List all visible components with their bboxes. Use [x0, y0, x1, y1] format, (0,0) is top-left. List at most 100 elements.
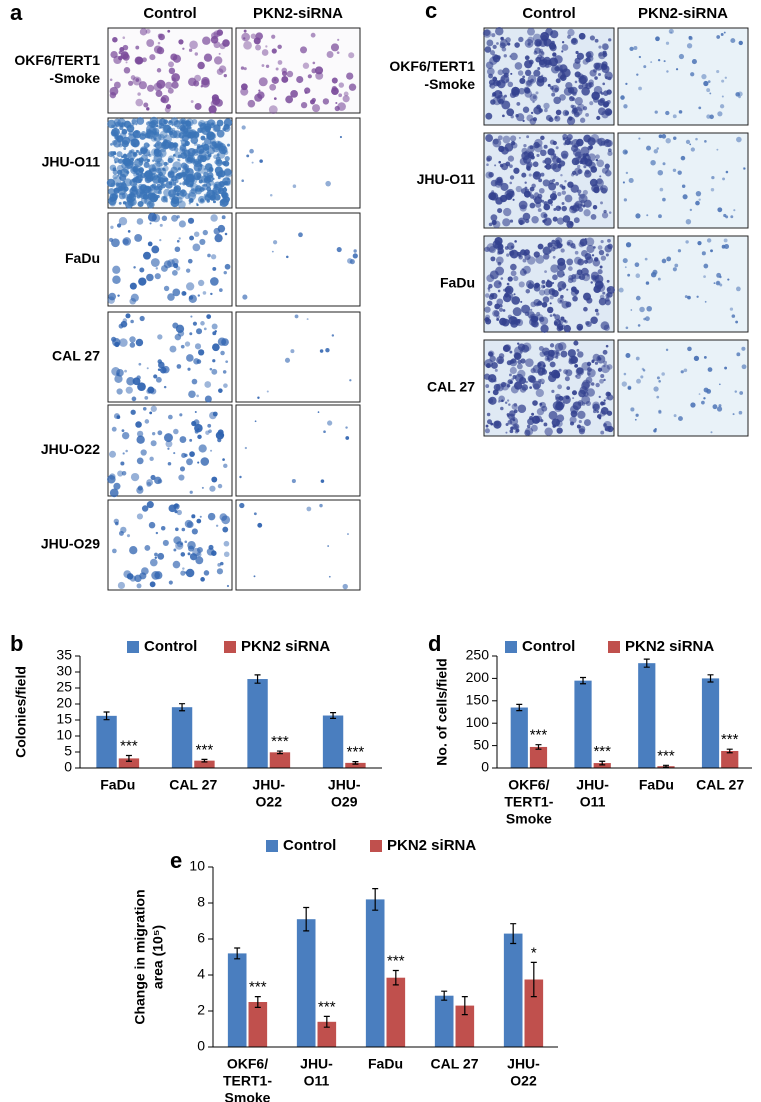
cell [125, 386, 133, 394]
cell [554, 242, 558, 247]
cell [190, 315, 193, 318]
cell [347, 533, 349, 535]
cell [658, 134, 663, 139]
cell [525, 288, 531, 294]
cell [223, 270, 227, 275]
cell [573, 142, 579, 149]
bar [171, 707, 193, 768]
cell [569, 205, 575, 210]
cell [213, 30, 221, 38]
y-axis-label: area (10⁵) [150, 925, 166, 989]
cell [176, 364, 182, 369]
cell [550, 30, 559, 39]
cell [516, 363, 523, 370]
cell [223, 118, 233, 127]
y-tick-label: 5 [64, 743, 72, 759]
cell [185, 268, 191, 273]
cell [537, 243, 544, 250]
cell [150, 440, 157, 447]
cell [155, 376, 162, 383]
cell [606, 364, 613, 370]
error-bar [516, 703, 523, 712]
cell [168, 580, 173, 585]
bar [503, 933, 523, 1047]
cell [242, 294, 248, 300]
cell [544, 270, 547, 274]
cell [500, 36, 505, 41]
cell [182, 47, 185, 50]
cell [146, 39, 155, 47]
cell [575, 373, 581, 379]
x-tick-label: O22 [510, 1073, 537, 1089]
cell [734, 390, 738, 393]
cell [523, 251, 528, 257]
cell [532, 171, 542, 180]
cell [573, 217, 580, 224]
cell [113, 413, 120, 420]
cell [210, 254, 217, 260]
cell [209, 367, 213, 371]
cell [173, 548, 177, 552]
micrograph [617, 132, 749, 229]
cell [502, 309, 506, 312]
cell [339, 135, 343, 139]
cell [604, 244, 613, 253]
cell [136, 513, 144, 520]
x-tick-label: FaDu [100, 777, 135, 793]
cell [566, 239, 574, 247]
micrograph [107, 212, 233, 307]
cell [552, 216, 558, 222]
cell [492, 309, 500, 317]
y-axis-label: No. of cells/field [434, 658, 450, 765]
cell [174, 179, 179, 184]
cell [265, 64, 270, 68]
cell [159, 239, 162, 242]
cell [695, 200, 700, 206]
cell [193, 142, 198, 146]
cell [721, 79, 725, 83]
cell [257, 522, 263, 528]
error-bar [707, 674, 714, 683]
cell [717, 207, 723, 213]
cell [581, 86, 590, 96]
cell [494, 368, 498, 372]
cell [349, 379, 352, 382]
cell [625, 326, 629, 330]
cell [658, 214, 662, 219]
cell [201, 486, 204, 489]
cell [547, 198, 553, 205]
cell [522, 75, 526, 79]
cell [657, 169, 664, 176]
cell [506, 413, 510, 417]
cell [132, 165, 139, 173]
cell [156, 79, 166, 89]
cell [549, 85, 554, 90]
cell [211, 141, 217, 147]
cell [567, 28, 575, 37]
cell [570, 410, 578, 418]
x-tick-label: JHU- [576, 777, 609, 793]
cell [187, 540, 196, 550]
cell [588, 145, 594, 150]
micrograph-frame [107, 311, 233, 403]
cell [551, 239, 556, 245]
cell [598, 417, 602, 420]
cell [503, 207, 512, 217]
cell [345, 436, 350, 440]
cell [550, 264, 559, 273]
cell [509, 358, 518, 367]
cell [695, 190, 702, 197]
cell [116, 135, 124, 144]
cell [494, 164, 497, 167]
cell [172, 197, 176, 201]
cell [492, 389, 499, 396]
micrograph [107, 311, 233, 403]
cell [345, 426, 348, 429]
cell [527, 145, 535, 153]
cell [560, 173, 563, 177]
y-tick-label: 2 [197, 1002, 205, 1018]
cell [497, 261, 502, 266]
cell [487, 390, 491, 394]
cell [559, 184, 564, 188]
cell [174, 151, 181, 159]
